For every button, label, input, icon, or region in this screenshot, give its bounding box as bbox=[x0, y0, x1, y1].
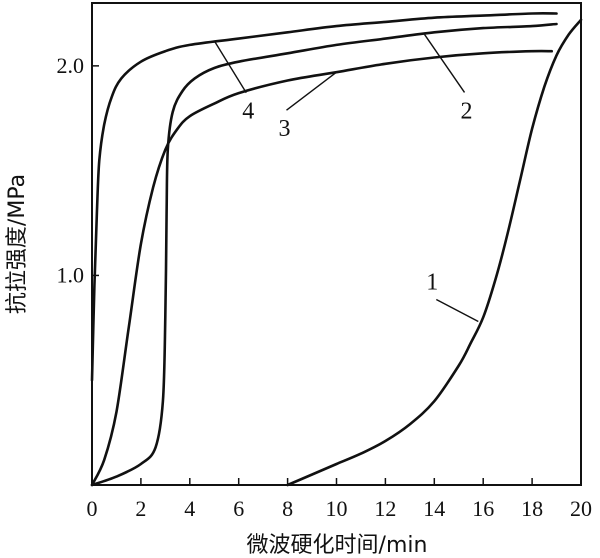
series-line-4 bbox=[90, 12, 558, 382]
x-axis-ticks: 0 2 4 6 8 10 12 14 16 18 20 bbox=[87, 478, 592, 521]
series-line-3 bbox=[90, 49, 553, 487]
x-tick-label: 6 bbox=[233, 496, 244, 521]
y-axis-ticks: 1.0 2.0 bbox=[57, 53, 99, 287]
y-axis-label: 抗拉强度/MPa bbox=[5, 174, 30, 314]
annotation-leader bbox=[213, 40, 247, 94]
annotation-leader bbox=[286, 71, 337, 111]
y-tick-label: 1.0 bbox=[57, 262, 85, 287]
x-tick-label: 12 bbox=[374, 496, 396, 521]
series-line-2 bbox=[90, 22, 558, 487]
x-tick-label: 18 bbox=[521, 496, 543, 521]
x-tick-label: 2 bbox=[135, 496, 146, 521]
x-tick-label: 16 bbox=[472, 496, 494, 521]
annotation-leader bbox=[423, 34, 466, 93]
series-lines bbox=[90, 12, 583, 487]
annotation-label: 2 bbox=[461, 98, 473, 124]
y-tick-label: 2.0 bbox=[57, 53, 85, 78]
annotation-label: 3 bbox=[279, 116, 291, 142]
annotation-label: 4 bbox=[242, 99, 254, 125]
annotations: 1 2 34 bbox=[213, 34, 479, 323]
series-line-1 bbox=[286, 18, 583, 487]
x-axis-label: 微波硬化时间/min bbox=[247, 533, 428, 558]
annotation-leader bbox=[435, 298, 479, 323]
x-tick-label: 10 bbox=[326, 496, 348, 521]
x-tick-label: 4 bbox=[184, 496, 195, 521]
x-tick-label: 20 bbox=[570, 496, 592, 521]
x-tick-label: 14 bbox=[423, 496, 445, 521]
x-tick-label: 0 bbox=[87, 496, 98, 521]
annotation-label: 1 bbox=[426, 270, 438, 296]
x-tick-label: 8 bbox=[282, 496, 293, 521]
